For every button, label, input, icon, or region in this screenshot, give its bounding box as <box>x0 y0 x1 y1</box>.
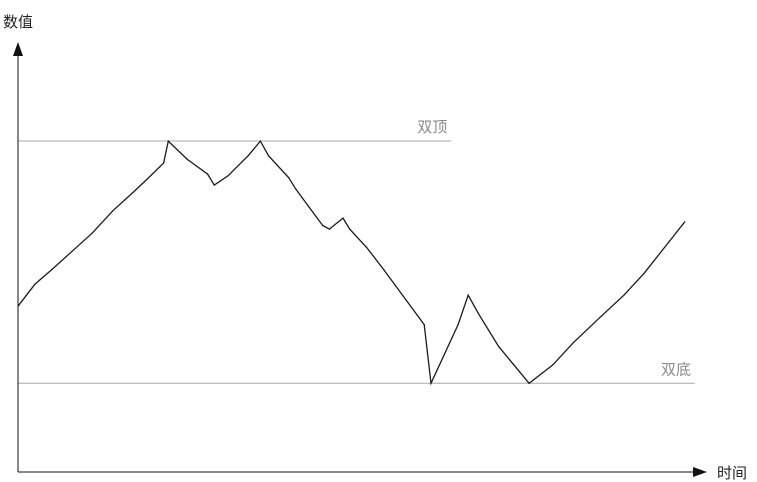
data-point <box>186 158 188 161</box>
data-point <box>267 155 270 157</box>
data-point <box>572 342 574 344</box>
data-point <box>259 140 261 142</box>
data-point <box>227 175 229 177</box>
data-point <box>423 323 425 326</box>
data-point <box>684 221 686 223</box>
data-point <box>71 250 73 252</box>
data-point <box>349 228 351 230</box>
data-point <box>382 268 385 271</box>
data-point <box>623 294 625 296</box>
data-point <box>288 177 290 179</box>
data-point <box>599 316 601 318</box>
x-axis-label: 时间 <box>717 464 747 482</box>
data-point <box>328 228 331 230</box>
data-point <box>206 173 209 175</box>
data-point <box>430 382 432 384</box>
reference-line-label-0: 双顶 <box>417 118 447 136</box>
data-point <box>34 283 36 285</box>
y-axis-arrow <box>13 42 23 56</box>
data-point <box>322 224 324 227</box>
data-point <box>294 188 297 190</box>
data-point <box>457 323 459 326</box>
axes: 数值 时间 <box>3 13 747 482</box>
series-layer <box>17 139 686 386</box>
data-point <box>552 364 554 366</box>
data-point <box>132 191 134 194</box>
series-line-0 <box>17 139 686 386</box>
data-point <box>663 246 666 249</box>
data-point <box>51 268 53 271</box>
data-point <box>342 217 344 219</box>
x-axis-arrow <box>693 467 707 477</box>
data-point <box>17 305 19 307</box>
data-point <box>366 246 368 249</box>
data-point <box>112 210 114 212</box>
data-point <box>467 294 469 296</box>
data-point <box>308 206 310 208</box>
data-point <box>477 312 479 315</box>
y-axis-label: 数值 <box>3 13 33 31</box>
data-point <box>167 140 169 142</box>
data-point <box>213 184 215 186</box>
data-point <box>498 345 500 348</box>
reference-line-label-1: 双底 <box>661 360 691 378</box>
data-point <box>643 272 645 274</box>
data-point <box>247 155 249 157</box>
data-point <box>162 162 165 164</box>
data-point <box>146 178 148 181</box>
data-point <box>91 232 94 234</box>
data-point <box>528 382 530 384</box>
